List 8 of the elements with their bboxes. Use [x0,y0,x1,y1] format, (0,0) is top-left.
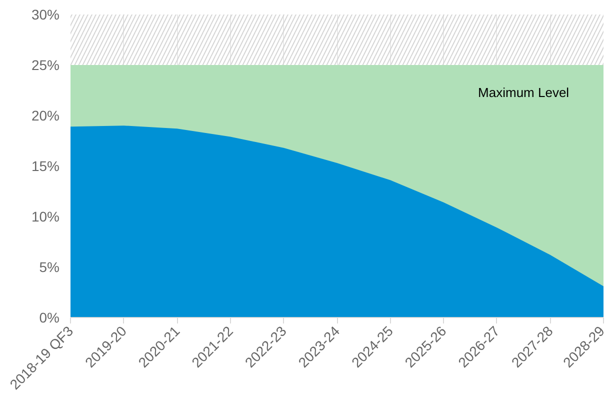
y-tick-label: 20% [31,108,60,124]
series-label: Maximum Level [478,84,570,100]
y-tick-label: 25% [31,57,60,73]
y-tick-label: 5% [39,259,60,275]
y-tick-label: 30% [31,6,60,22]
y-tick-label: 15% [31,158,60,174]
y-tick-label: 10% [31,208,60,224]
y-tick-label: 0% [39,310,60,326]
